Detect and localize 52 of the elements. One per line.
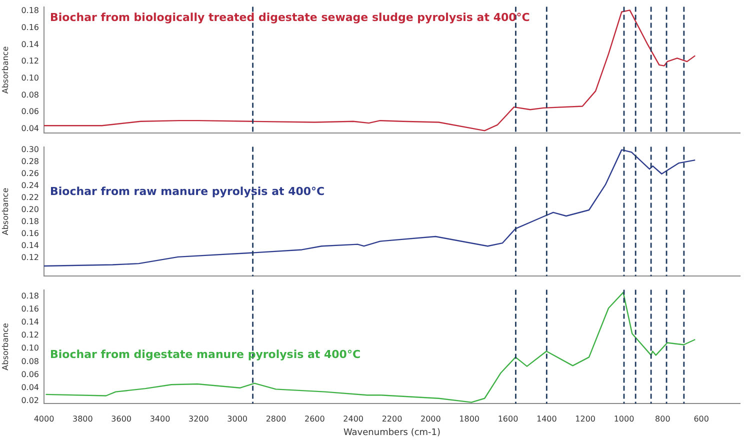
y-tick-label: 0.06 [21, 107, 39, 116]
y-axis-title: Absorbance [0, 46, 10, 94]
text: Biochar from raw manure pyrolysis at 400°C [50, 185, 325, 198]
y-tick-label: 0.16 [21, 304, 39, 314]
x-tick-label: 1400 [536, 414, 557, 424]
y-tick-label: 0.02 [21, 396, 39, 406]
y-tick-label: 0.22 [21, 193, 39, 202]
y-tick-label: 0.10 [21, 344, 39, 353]
y-tick-label: 0.18 [21, 291, 39, 300]
x-tick-label: 3800 [72, 414, 93, 424]
y-tick-label: 0.04 [21, 124, 39, 134]
y-tick-label: 0.24 [21, 181, 39, 190]
x-tick-label: 3400 [150, 414, 170, 424]
x-tick-label: 2800 [266, 414, 286, 424]
y-tick-label: 0.12 [21, 253, 39, 262]
x-tick-label: 1800 [459, 414, 480, 424]
y-tick-label: 0.28 [21, 156, 39, 166]
x-tick-label: 2000 [420, 414, 441, 424]
x-tick-label: 3200 [188, 414, 209, 424]
y-tick-label: 0.14 [21, 241, 39, 250]
y-tick-label: 0.14 [21, 40, 39, 49]
y-tick-label: 0.18 [21, 6, 39, 16]
x-tick-label: 3000 [227, 414, 248, 424]
y-tick-label: 0.18 [21, 217, 39, 226]
x-tick-label: 3600 [111, 414, 132, 424]
y-tick-label: 0.10 [21, 74, 39, 83]
y-tick-label: 0.12 [21, 330, 39, 340]
x-tick-label: 2200 [382, 414, 402, 424]
x-tick-label: 1600 [498, 414, 518, 424]
text: Biochar from digestate manure pyrolysis at 400°C [50, 348, 361, 362]
y-tick-label: 0.16 [21, 229, 39, 238]
y-tick-label: 0.14 [21, 318, 39, 327]
x-tick-label: 1200 [575, 414, 596, 424]
x-tick-label: 2600 [304, 414, 325, 424]
y-tick-label: 0.08 [21, 356, 39, 366]
y-axis-title: Absorbance [0, 188, 10, 236]
y-tick-label: 0.08 [21, 90, 39, 100]
text: Biochar from biologically treated digestate sewage sludge pyrolysis at 400°C [50, 11, 530, 24]
x-tick-label: 2400 [343, 414, 364, 424]
x-axis-title: Wavenumbers (cm-1) [343, 428, 441, 438]
y-tick-label: 0.16 [21, 22, 39, 32]
y-tick-label: 0.12 [21, 56, 39, 66]
y-tick-label: 0.04 [21, 382, 39, 392]
x-tick-label: 800 [655, 414, 670, 424]
x-tick-label: 4000 [34, 414, 54, 424]
y-tick-label: 0.06 [21, 370, 39, 379]
x-tick-label: 1000 [614, 414, 634, 424]
y-tick-label: 0.26 [21, 168, 39, 178]
y-axis-title: Absorbance [0, 322, 10, 370]
x-tick-label: 600 [694, 414, 709, 424]
y-tick-label: 0.20 [21, 205, 39, 214]
y-tick-label: 0.30 [21, 144, 39, 154]
